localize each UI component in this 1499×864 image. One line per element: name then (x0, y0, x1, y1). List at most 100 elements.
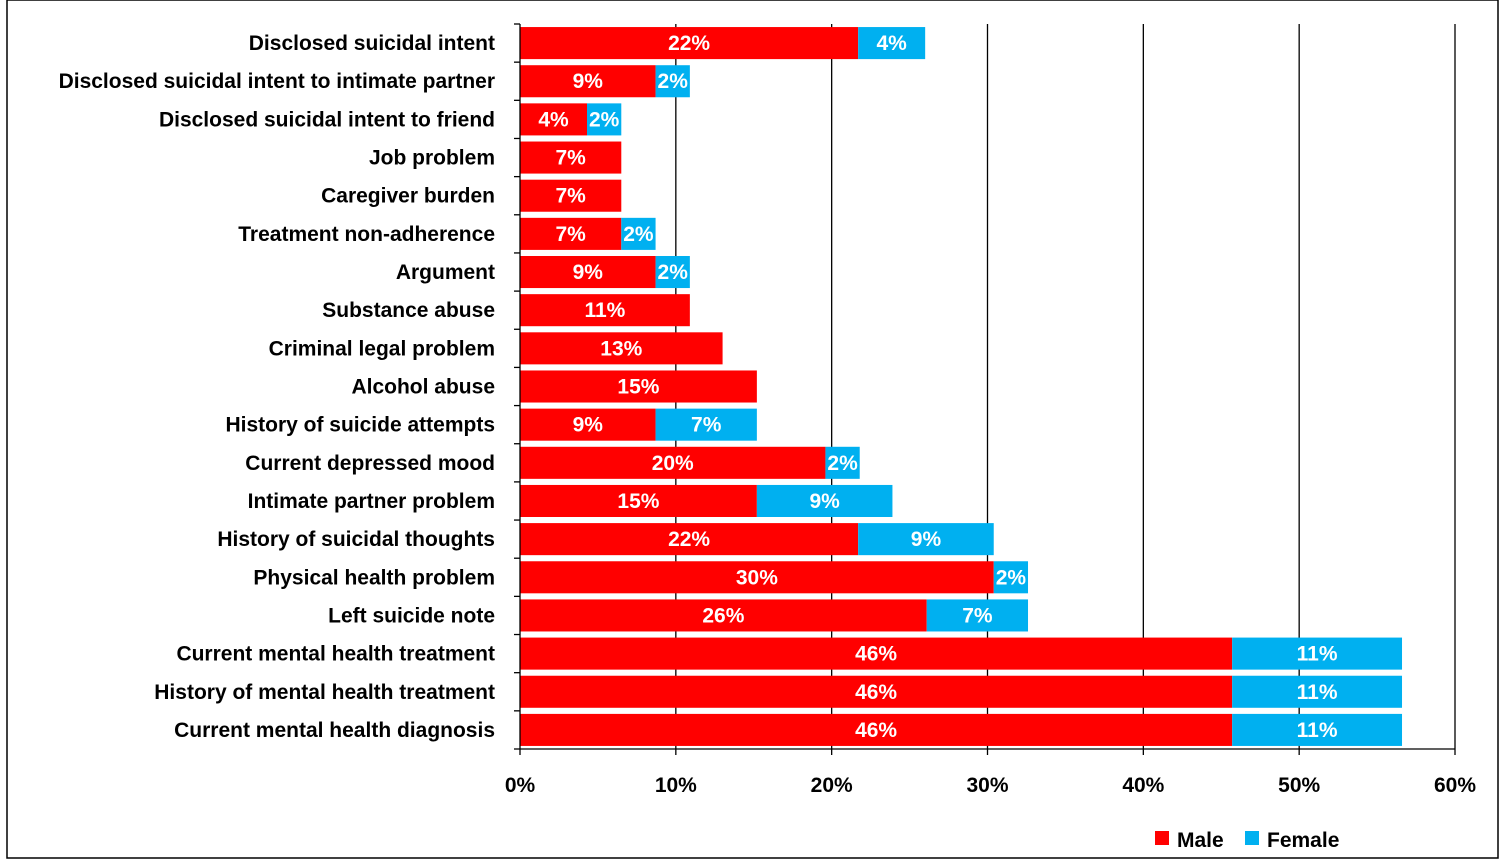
data-label-male: 9% (573, 261, 604, 284)
data-label-male: 13% (600, 337, 642, 360)
data-label-male: 11% (584, 299, 625, 322)
data-label-male: 20% (652, 452, 694, 475)
x-tick-label: 0% (505, 774, 536, 797)
data-label-male: 46% (855, 681, 897, 704)
data-label-male: 7% (555, 185, 586, 208)
legend-label-male: Male (1177, 829, 1224, 852)
data-label-male: 9% (573, 414, 604, 437)
bar-male (520, 484, 757, 517)
category-label: Current mental health treatment (176, 643, 495, 666)
bar-female (825, 446, 860, 479)
bar-male (520, 217, 622, 250)
bar-female (926, 599, 1029, 632)
x-tick-label: 10% (655, 774, 697, 797)
bar-male (520, 675, 1233, 708)
data-label-female: 2% (658, 261, 689, 284)
bar-male (520, 294, 690, 327)
data-label-male: 26% (702, 604, 744, 627)
data-label-female: 2% (658, 70, 689, 93)
legend-swatch-female (1245, 831, 1259, 845)
data-label-male: 7% (555, 147, 586, 170)
category-label: History of suicide attempts (225, 414, 495, 437)
legend-label-female: Female (1267, 829, 1339, 852)
bar-male (520, 446, 826, 479)
bar-male (520, 65, 656, 98)
data-label-female: 4% (876, 32, 907, 55)
data-label-male: 4% (538, 108, 569, 131)
data-label-male: 15% (617, 376, 659, 399)
category-label: Current depressed mood (245, 452, 495, 475)
category-label: Disclosed suicidal intent to friend (159, 108, 495, 131)
category-label: Physical health problem (253, 566, 495, 589)
bar-male (520, 332, 723, 365)
data-label-male: 22% (668, 528, 710, 551)
bar-male (520, 599, 927, 632)
bar-female (858, 27, 926, 60)
category-label: Substance abuse (322, 299, 495, 322)
data-label-female: 7% (962, 604, 993, 627)
data-label-female: 7% (691, 414, 722, 437)
category-label: Left suicide note (328, 604, 495, 627)
category-label: Disclosed suicidal intent to intimate pa… (59, 70, 495, 93)
bars: 22% 4%9% 2%4% 2%7%7%7% 2%9% 2%11%13%15%9% 7%20… (520, 27, 1403, 746)
bar-male (520, 141, 622, 174)
legend: Male Female (1155, 829, 1339, 852)
bar-male (520, 408, 656, 441)
bar-female (587, 103, 622, 136)
category-label: Current mental health diagnosis (174, 719, 495, 742)
data-label-male: 15% (617, 490, 659, 513)
category-label: Criminal legal problem (269, 337, 495, 360)
data-label-female: 2% (589, 108, 620, 131)
x-tick-label: 40% (1122, 774, 1164, 797)
x-tick-label: 30% (966, 774, 1008, 797)
chart-frame (6, 0, 1499, 859)
bar-male (520, 561, 994, 594)
data-label-female: 11% (1297, 643, 1338, 666)
data-label-female: 11% (1297, 719, 1338, 742)
data-label-male: 9% (573, 70, 604, 93)
data-label-female: 2% (827, 452, 858, 475)
bar-female (621, 217, 656, 250)
data-label-female: 9% (809, 490, 840, 513)
category-label: Job problem (369, 147, 495, 170)
category-label: Caregiver burden (321, 185, 495, 208)
bar-female (1232, 637, 1403, 670)
bar-male (520, 256, 656, 289)
data-label-female: 11% (1297, 681, 1338, 704)
bar-male (520, 27, 859, 60)
bar-female (655, 256, 690, 289)
category-label: History of suicidal thoughts (217, 528, 495, 551)
bar-male (520, 523, 859, 556)
category-label: Argument (396, 261, 495, 284)
data-label-male: 30% (736, 566, 778, 589)
data-label-male: 46% (855, 643, 897, 666)
data-label-female: 9% (911, 528, 942, 551)
data-label-female: 2% (996, 566, 1027, 589)
legend-swatch-male (1155, 831, 1169, 845)
x-tick-label: 60% (1434, 774, 1476, 797)
bar-female (993, 561, 1029, 594)
bar-male (520, 370, 757, 403)
bar-male (520, 103, 588, 136)
category-label: History of mental health treatment (154, 681, 495, 704)
bar-female (858, 523, 994, 556)
bar-female (1232, 713, 1403, 746)
axes: 0% 10% 20% 30% 40% 50% 60% Disclosed suicidal i… (59, 23, 1476, 797)
category-label: Disclosed suicidal intent (249, 32, 495, 55)
bar-male (520, 637, 1233, 670)
x-tick-label: 50% (1278, 774, 1320, 797)
bar-male (520, 713, 1233, 746)
gridlines (675, 24, 1456, 749)
bar-male (520, 179, 622, 212)
data-label-male: 7% (555, 223, 586, 246)
category-label: Intimate partner problem (248, 490, 495, 513)
data-label-male: 46% (855, 719, 897, 742)
category-label: Treatment non-adherence (238, 223, 495, 246)
bar-female (1232, 675, 1403, 708)
bar-female (655, 65, 690, 98)
category-label: Alcohol abuse (351, 376, 495, 399)
bar-female (655, 408, 757, 441)
x-tick-label: 20% (811, 774, 853, 797)
